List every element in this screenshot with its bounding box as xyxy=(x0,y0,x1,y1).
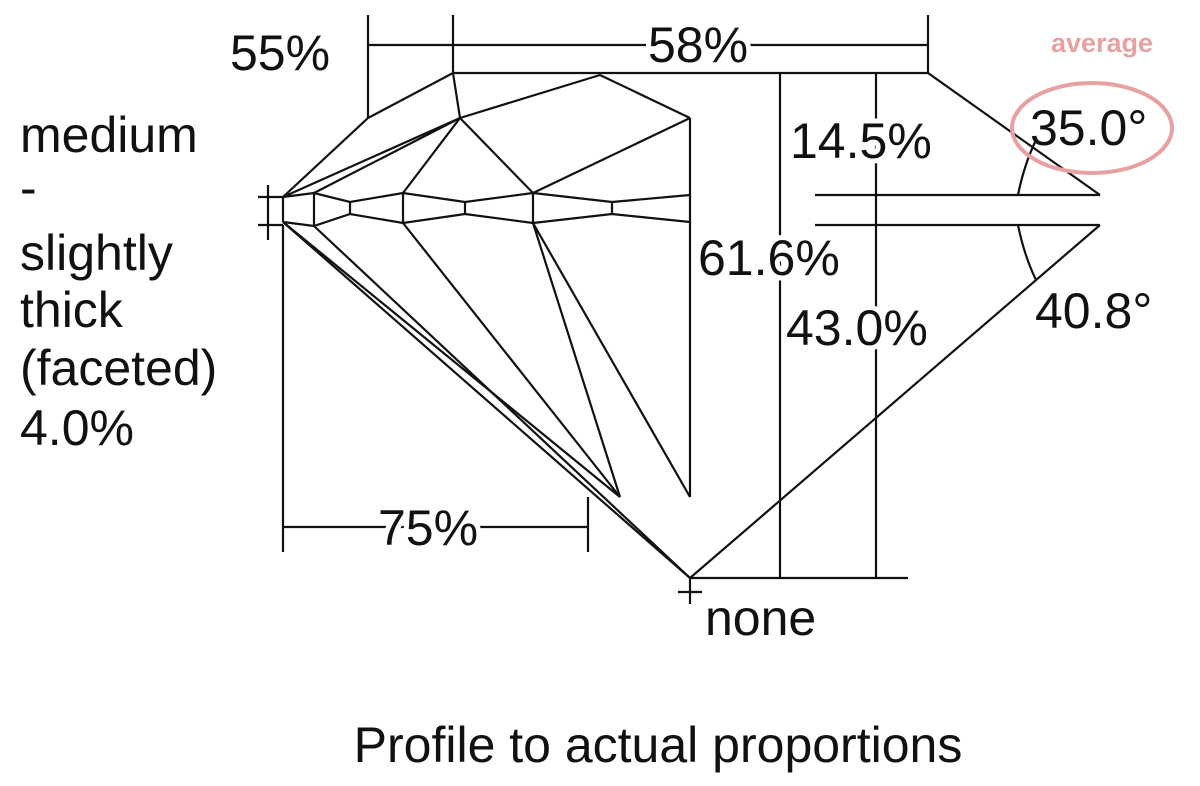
girdle-line-text: (faceted) xyxy=(20,340,217,396)
girdle-line-text: thick xyxy=(20,282,124,338)
diamond-profile xyxy=(258,15,1101,604)
crown-height-left-label: 55% xyxy=(230,25,330,81)
table-label: 58% xyxy=(648,17,748,73)
pavilion-facet xyxy=(532,222,691,498)
girdle-line-text: - xyxy=(20,160,37,216)
pavilion-angle-label: 40.8° xyxy=(1035,283,1152,339)
facet-line xyxy=(532,117,691,194)
girdle-line-text: slightly xyxy=(20,225,173,281)
angle-arc xyxy=(1016,224,1037,281)
facet-line xyxy=(451,72,462,119)
girdle-top xyxy=(282,191,691,204)
facet-line xyxy=(402,117,461,194)
pavilion-facet xyxy=(402,222,621,498)
lower-half-label: 75% xyxy=(378,500,478,556)
grade-label: average xyxy=(1051,28,1153,58)
highlight-ellipse xyxy=(1010,81,1174,175)
crown-height-label: 14.5% xyxy=(790,113,932,169)
facet-line xyxy=(459,117,534,194)
girdle-description: medium - slightly thick (faceted) 4.0% xyxy=(20,107,217,456)
caption: Profile to actual proportions xyxy=(354,717,963,773)
total-depth-label: 61.6% xyxy=(698,230,840,286)
angle-arc xyxy=(1016,139,1037,196)
crown-facets xyxy=(282,73,691,199)
crown-outline xyxy=(282,71,1101,198)
crown-angle-label: 35.0° xyxy=(1030,100,1147,156)
facet-line xyxy=(313,117,461,194)
pavilion-facet xyxy=(531,222,622,498)
pavilion-outline xyxy=(689,224,1101,579)
girdle-line-text: 4.0% xyxy=(20,400,134,456)
pavilion-outline xyxy=(282,221,691,579)
culet-label: none xyxy=(705,590,816,646)
girdle-bottom xyxy=(282,212,691,228)
pavilion-depth-label: 43.0% xyxy=(786,300,928,356)
girdle-line-text: medium xyxy=(20,107,198,163)
pavilion-facet xyxy=(282,221,621,498)
